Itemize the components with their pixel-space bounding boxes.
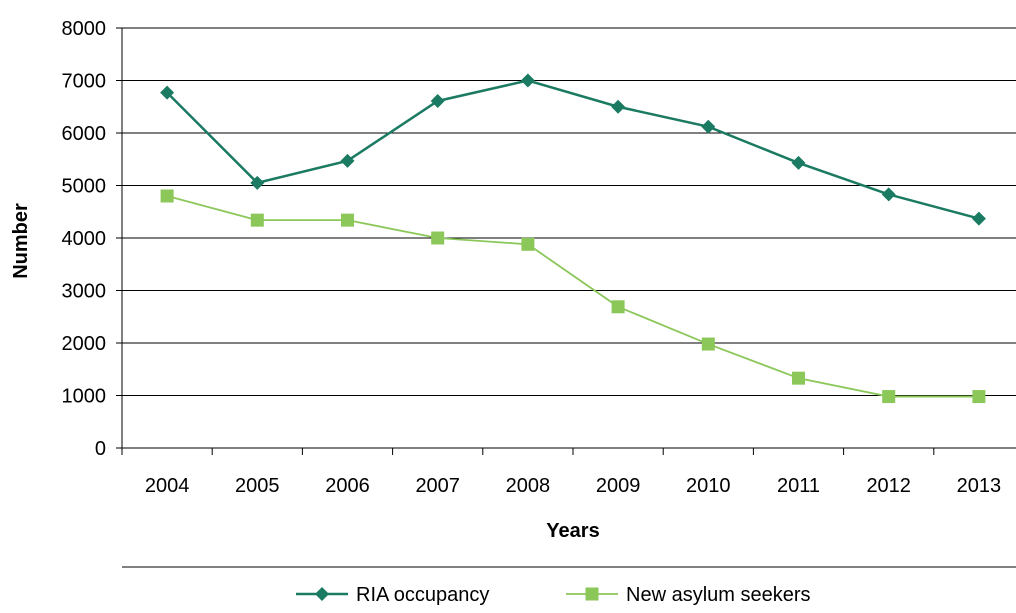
x-tick-label: 2007: [415, 475, 460, 497]
data-point: [520, 73, 535, 88]
data-point: [611, 300, 625, 314]
x-tick-label: 2011: [777, 475, 820, 497]
y-tick-label: 3000: [62, 281, 107, 303]
y-tick-label: 1000: [62, 386, 107, 408]
data-point: [792, 371, 805, 385]
data-point: [340, 153, 355, 168]
data-point: [701, 119, 716, 134]
data-point: [521, 237, 535, 251]
data-point: [160, 189, 174, 203]
y-tick-labels: 0 1000 2000 3000 4000 5000 6000 7000 8000: [62, 18, 107, 460]
data-point: [250, 213, 264, 227]
data-point: [882, 390, 896, 404]
data-point: [791, 155, 806, 170]
x-axis-title: Years: [546, 520, 599, 542]
data-point: [971, 211, 986, 226]
legend: RIA occupancy New asylum seekers: [296, 584, 811, 606]
y-tick-label: 7000: [62, 71, 107, 93]
x-tick-label: 2004: [145, 475, 190, 497]
data-point: [341, 213, 354, 227]
y-tick-label: 6000: [62, 123, 107, 145]
legend-label: RIA occupancy: [356, 584, 489, 606]
y-tick-label: 4000: [62, 228, 107, 250]
x-tick-label: 2013: [957, 475, 1002, 497]
data-point: [611, 99, 626, 114]
legend-marker: [585, 587, 599, 601]
series-line: [166, 195, 979, 398]
x-tick-label: 2006: [325, 475, 370, 497]
y-tick-label: 0: [95, 438, 106, 460]
x-tick-label: 2005: [235, 475, 280, 497]
data-point: [250, 175, 265, 190]
axes: [116, 27, 1016, 455]
grid-lines: [122, 27, 1016, 396]
x-tick-label: 2008: [506, 475, 551, 497]
x-tick-label: 2010: [686, 475, 731, 497]
data-point: [160, 85, 175, 100]
data-point: [972, 390, 986, 404]
data-point: [431, 231, 445, 245]
data-point: [701, 337, 715, 351]
x-tick-labels: 2004 2005 2006 2007 2008 2009 2010 2011 2012 2013: [145, 475, 1001, 497]
y-tick-label: 8000: [62, 18, 107, 40]
legend-item: RIA occupancy: [296, 584, 489, 606]
legend-label: New asylum seekers: [626, 584, 811, 606]
data-point: [430, 93, 445, 108]
series-line: [166, 79, 980, 220]
series: [160, 73, 986, 404]
x-tick-label: 2012: [866, 475, 911, 497]
data-point: [881, 187, 896, 202]
y-axis-title: Number: [10, 203, 32, 279]
x-tick-label: 2009: [596, 475, 641, 497]
legend-item: New asylum seekers: [566, 584, 811, 606]
series-2: [160, 189, 986, 404]
y-tick-label: 2000: [62, 333, 107, 355]
y-tick-label: 5000: [62, 176, 107, 198]
series-1: [160, 73, 986, 226]
legend-marker: [315, 587, 329, 601]
